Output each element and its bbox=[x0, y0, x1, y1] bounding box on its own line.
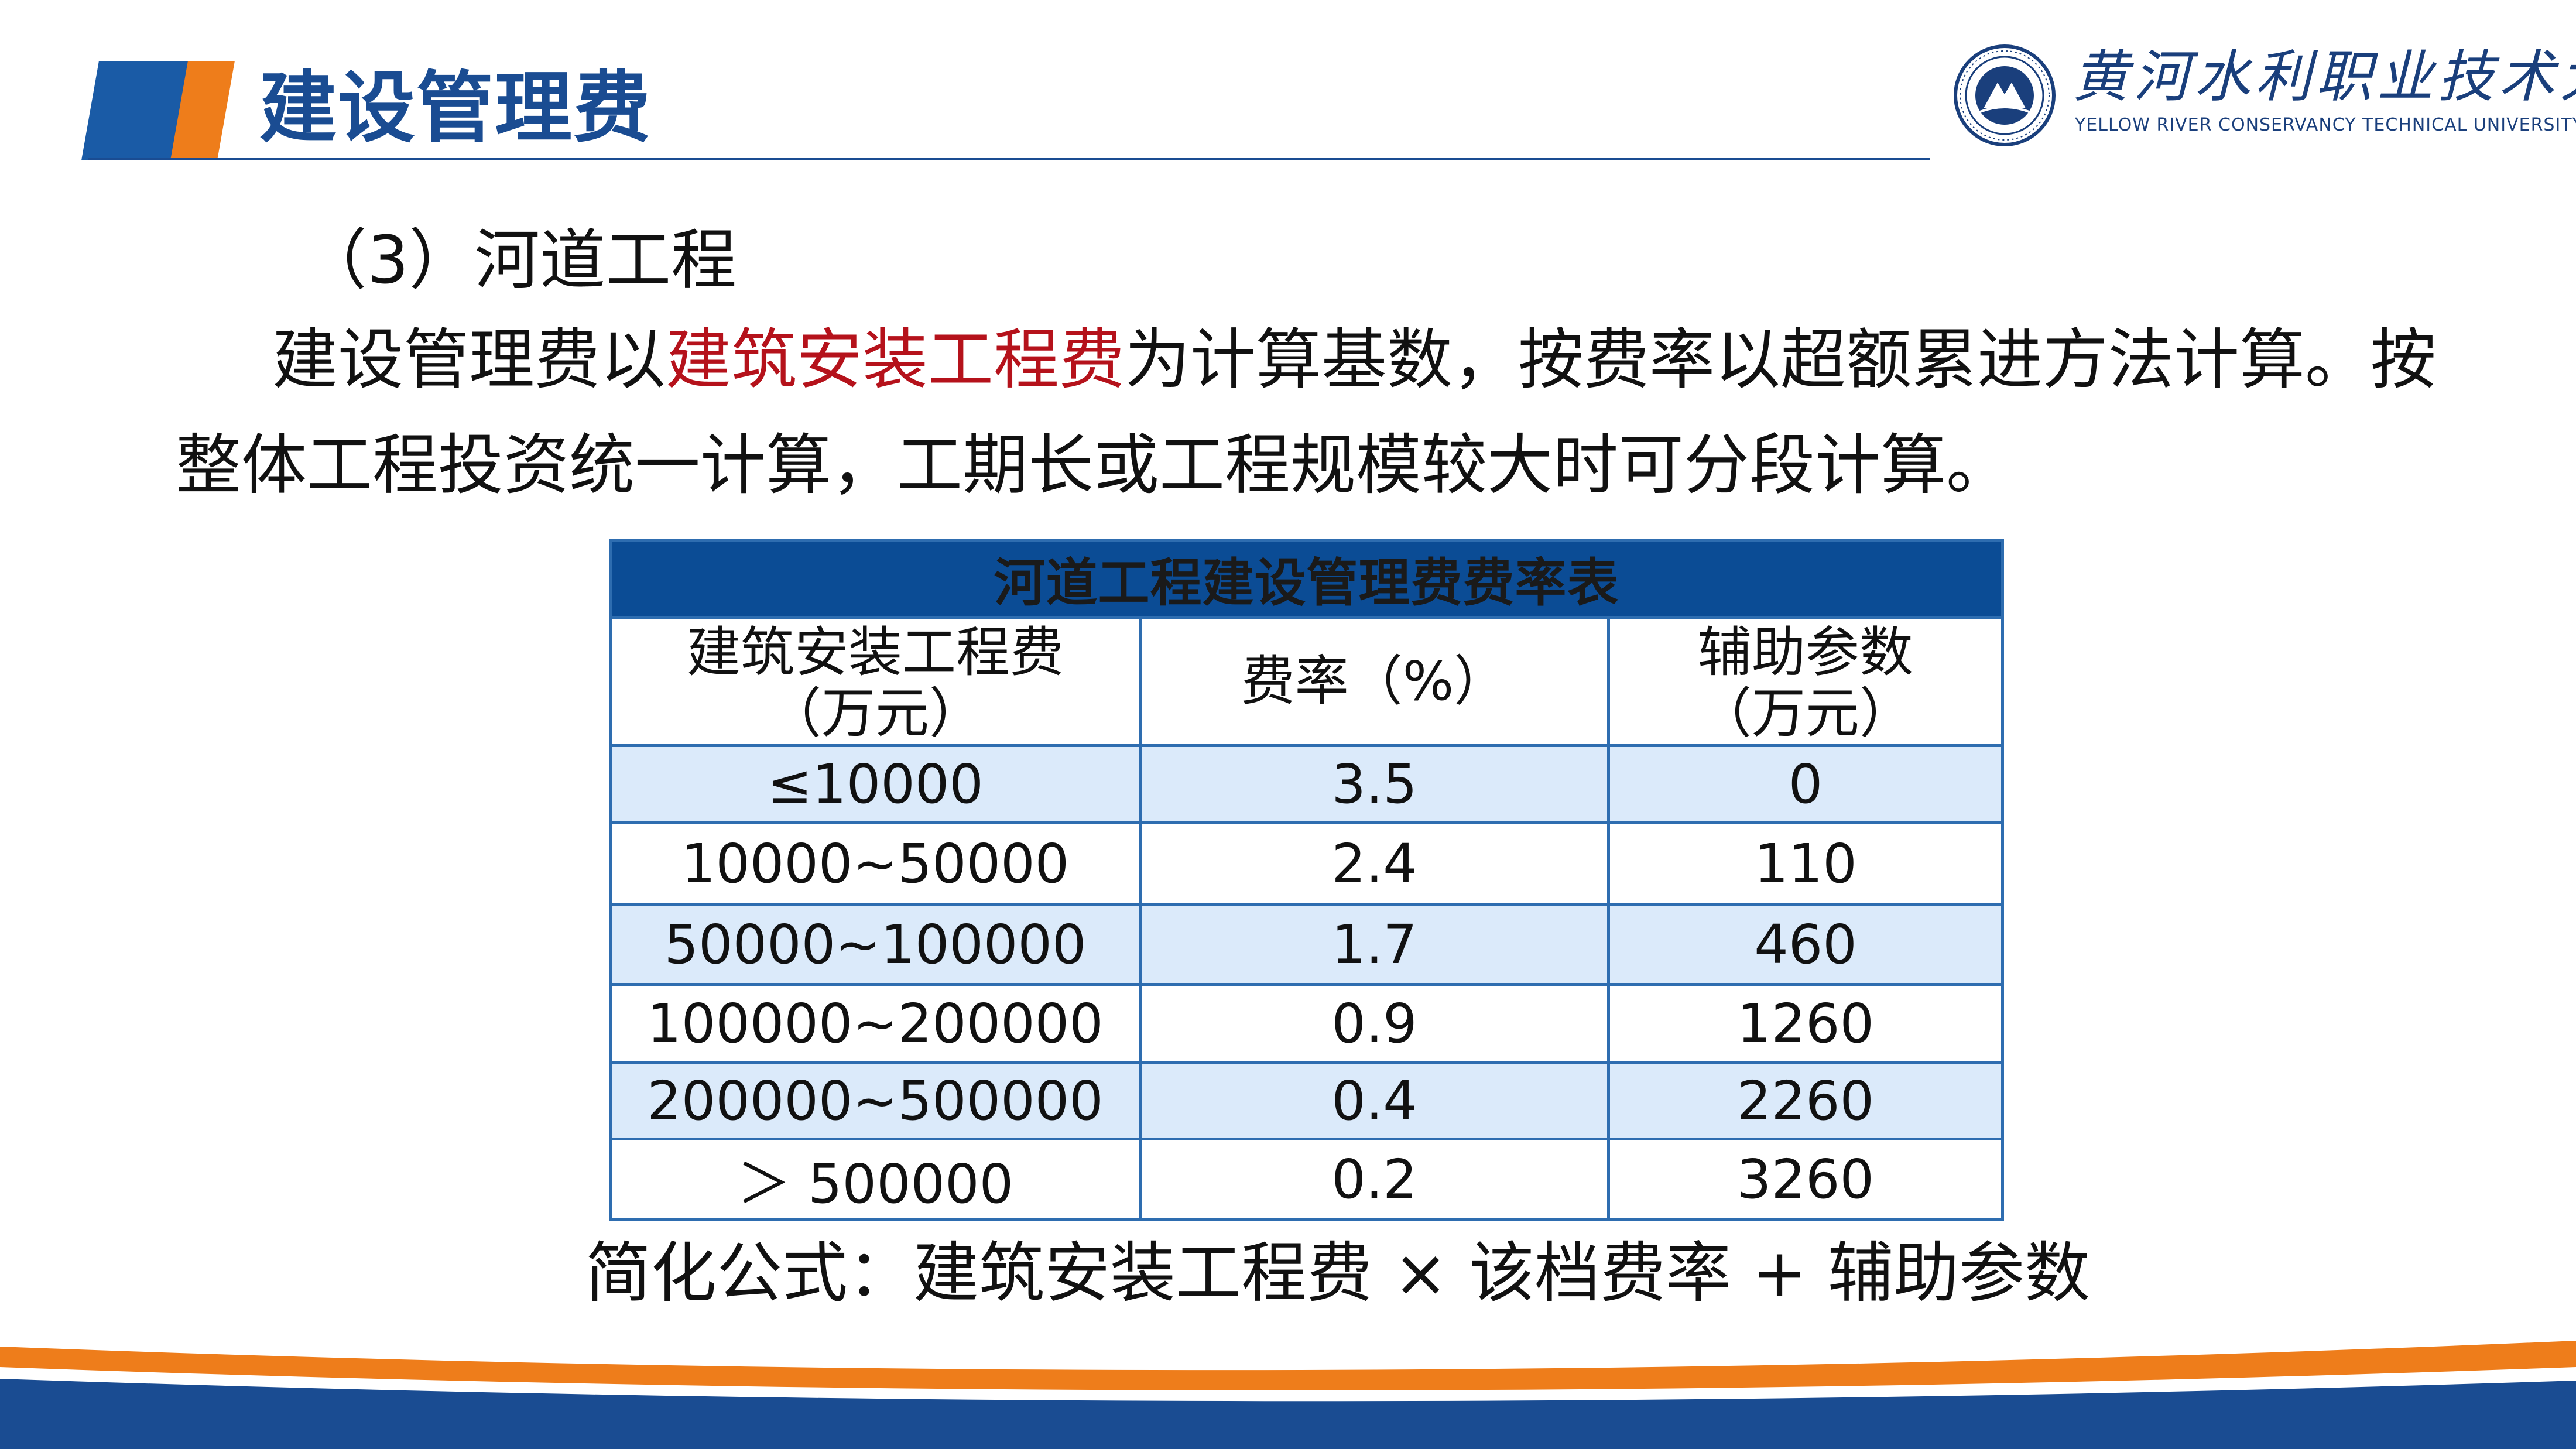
column-header-unit: （万元） bbox=[1697, 682, 1913, 745]
paragraph-text: 为计算基数，按费率以超额累进方法计算。按 bbox=[1125, 322, 2436, 398]
column-header-unit: （万元） bbox=[767, 682, 983, 745]
table-header-row: 建筑安装工程费 （万元） 费率（%） 辅助参数 （万元） bbox=[609, 616, 2004, 747]
cell-rate: 1.7 bbox=[1139, 903, 1610, 986]
cell-range: ≤10000 bbox=[609, 744, 1142, 824]
cell-param: 3260 bbox=[1607, 1138, 2004, 1221]
table-row: ＞ 500000 0.2 3260 bbox=[609, 1138, 2004, 1221]
cell-range: ＞ 500000 bbox=[609, 1138, 1142, 1221]
cell-range: 10000~50000 bbox=[609, 821, 1142, 906]
cell-param: 1260 bbox=[1607, 983, 2004, 1064]
paragraph-line-2: 整体工程投资统一计算，工期长或工程规模较大时可分段计算。 bbox=[176, 427, 2012, 503]
table-row: 50000~100000 1.7 460 bbox=[609, 903, 2004, 986]
table-row: 10000~50000 2.4 110 bbox=[609, 821, 2004, 906]
cell-rate: 0.4 bbox=[1139, 1061, 1610, 1140]
rate-table: 河道工程建设管理费费率表 建筑安装工程费 （万元） 费率（%） 辅助参数 （万元… bbox=[609, 539, 2004, 1221]
formula-text: 简化公式：建筑安装工程费 × 该档费率 + 辅助参数 bbox=[585, 1235, 2091, 1311]
highlight-term: 建筑安装工程费 bbox=[666, 322, 1125, 398]
page-title: 建设管理费 bbox=[259, 63, 652, 153]
column-header-rate: 费率（%） bbox=[1139, 616, 1610, 747]
cell-range: 200000~500000 bbox=[609, 1061, 1142, 1140]
section-heading: （3）河道工程 bbox=[302, 222, 737, 299]
footer-wave-decoration bbox=[0, 1341, 2576, 1449]
university-name-en: YELLOW RIVER CONSERVANCY TECHNICAL UNIVE… bbox=[2075, 115, 2576, 135]
table-row: 200000~500000 0.4 2260 bbox=[609, 1061, 2004, 1140]
column-header-label: 建筑安装工程费 bbox=[686, 621, 1064, 684]
paragraph-line-1: 建设管理费以建筑安装工程费为计算基数，按费率以超额累进方法计算。按 bbox=[272, 319, 2436, 401]
cell-range: 50000~100000 bbox=[609, 903, 1142, 986]
university-name-cn: 黄河水利职业技术大学 bbox=[2073, 44, 2576, 109]
header-divider bbox=[88, 158, 1930, 160]
paragraph-text: 建设管理费以 bbox=[272, 322, 666, 398]
column-header-label: 费率（%） bbox=[1241, 650, 1508, 712]
cell-range: 100000~200000 bbox=[609, 983, 1142, 1064]
cell-param: 0 bbox=[1607, 744, 2004, 824]
column-header-label: 辅助参数 bbox=[1697, 621, 1913, 684]
university-emblem-icon bbox=[1954, 44, 2056, 146]
table-row: ≤10000 3.5 0 bbox=[609, 744, 2004, 824]
cell-rate: 0.2 bbox=[1139, 1138, 1610, 1221]
column-header-param: 辅助参数 （万元） bbox=[1607, 616, 2004, 747]
cell-param: 110 bbox=[1607, 821, 2004, 906]
cell-param: 2260 bbox=[1607, 1061, 2004, 1140]
table-row: 100000~200000 0.9 1260 bbox=[609, 983, 2004, 1064]
table-title: 河道工程建设管理费费率表 bbox=[609, 539, 2004, 619]
cell-param: 460 bbox=[1607, 903, 2004, 986]
cell-rate: 0.9 bbox=[1139, 983, 1610, 1064]
cell-rate: 2.4 bbox=[1139, 821, 1610, 906]
cell-rate: 3.5 bbox=[1139, 744, 1610, 824]
column-header-amount: 建筑安装工程费 （万元） bbox=[609, 616, 1142, 747]
